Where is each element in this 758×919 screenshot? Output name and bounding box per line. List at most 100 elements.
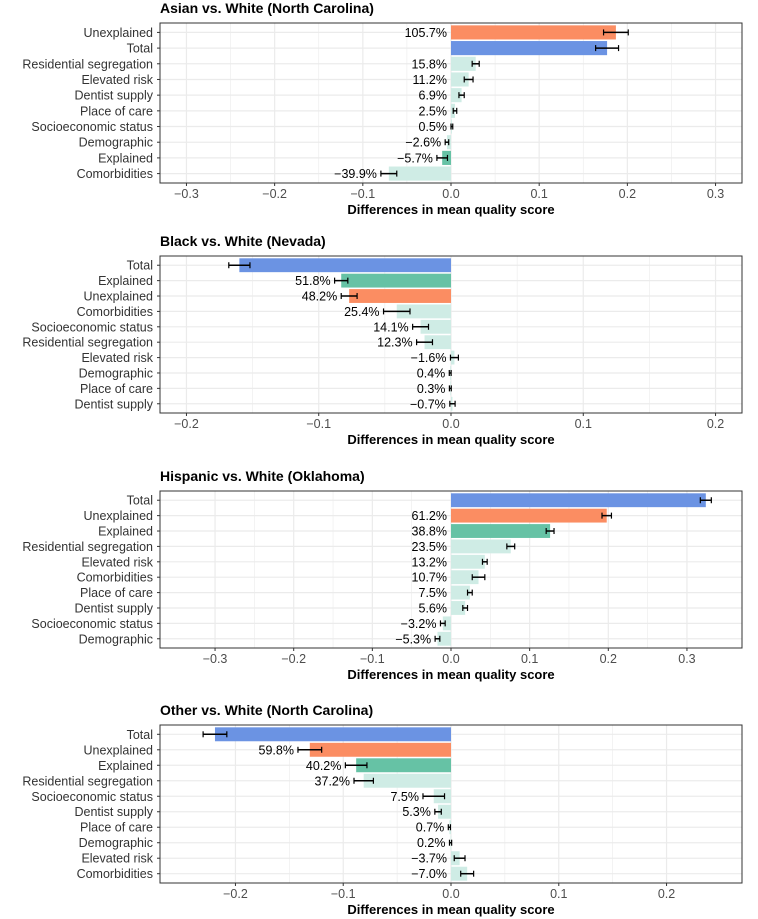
x-tick-label: 0.3 bbox=[707, 187, 724, 201]
bar-comorbidities bbox=[451, 866, 468, 881]
category-label: Unexplained bbox=[84, 509, 154, 523]
x-tick-label: 0.0 bbox=[442, 417, 459, 431]
bar-dentist-supply bbox=[438, 804, 451, 819]
data-label: 37.2% bbox=[315, 774, 350, 788]
x-tick-label: 0.1 bbox=[550, 887, 567, 901]
category-label: Place of care bbox=[80, 382, 153, 396]
category-label: Dentist supply bbox=[74, 601, 153, 615]
bar-residential-segregation bbox=[363, 773, 451, 788]
bar-residential-segregation bbox=[451, 56, 476, 71]
panel-1: Asian vs. White (North Carolina) Unexplai… bbox=[22, 0, 743, 217]
data-label: 6.9% bbox=[419, 89, 448, 103]
data-label: 0.5% bbox=[419, 120, 448, 134]
x-tick-label: −0.2 bbox=[174, 417, 199, 431]
category-label: Place of care bbox=[80, 821, 153, 835]
data-label: 0.2% bbox=[417, 836, 446, 850]
category-label: Comorbidities bbox=[77, 867, 153, 881]
bar-unexplained bbox=[349, 289, 451, 303]
category-label: Total bbox=[127, 494, 153, 508]
panel-title: Hispanic vs. White (Oklahoma) bbox=[160, 468, 365, 484]
category-label: Explained bbox=[98, 759, 153, 773]
bar-residential-segregation bbox=[424, 335, 451, 350]
data-label: 105.7% bbox=[405, 26, 447, 40]
data-label: 0.3% bbox=[417, 382, 446, 396]
data-label: 0.4% bbox=[417, 366, 446, 380]
category-label: Dentist supply bbox=[74, 397, 153, 411]
category-label: Elevated risk bbox=[81, 351, 153, 365]
panel-3: Hispanic vs. White (Oklahoma) TotalUnexpl… bbox=[22, 468, 743, 682]
data-label: 38.8% bbox=[412, 525, 447, 539]
x-tick-label: 0.2 bbox=[600, 652, 617, 666]
category-label: Demographic bbox=[79, 366, 153, 380]
x-axis-label: Differences in mean quality score bbox=[347, 432, 554, 447]
data-label: 25.4% bbox=[344, 305, 379, 319]
category-label: Demographic bbox=[79, 836, 153, 850]
data-label: 11.2% bbox=[412, 73, 447, 87]
category-label: Residential segregation bbox=[22, 336, 153, 350]
category-label: Comorbidities bbox=[77, 167, 153, 181]
bar-unexplained bbox=[451, 25, 616, 40]
x-tick-label: 0.0 bbox=[442, 652, 459, 666]
data-label: 12.3% bbox=[377, 336, 412, 350]
x-axis-label: Differences in mean quality score bbox=[347, 902, 554, 917]
category-label: Residential segregation bbox=[22, 57, 153, 71]
category-label: Place of care bbox=[80, 104, 153, 118]
data-label: 48.2% bbox=[302, 290, 337, 304]
data-label: −3.7% bbox=[411, 852, 447, 866]
category-label: Comorbidities bbox=[77, 571, 153, 585]
bar-total bbox=[451, 41, 608, 56]
category-label: Socioeconomic status bbox=[31, 790, 153, 804]
category-label: Dentist supply bbox=[74, 805, 153, 819]
bar-comorbidities bbox=[396, 304, 451, 319]
bar-demographic bbox=[437, 631, 451, 646]
data-label: −5.7% bbox=[397, 151, 433, 165]
bar-elevated-risk bbox=[451, 72, 469, 87]
x-tick-label: −0.1 bbox=[306, 417, 331, 431]
data-label: 10.7% bbox=[412, 571, 447, 585]
x-tick-label: −0.1 bbox=[331, 887, 356, 901]
category-label: Elevated risk bbox=[81, 555, 153, 569]
data-label: 5.6% bbox=[419, 601, 448, 615]
bar-socioeconomic-status bbox=[442, 616, 451, 631]
data-label: 40.2% bbox=[306, 759, 341, 773]
bar-explained bbox=[451, 524, 551, 538]
x-tick-label: −0.2 bbox=[262, 187, 287, 201]
data-label: 15.8% bbox=[412, 57, 447, 71]
category-label: Unexplained bbox=[84, 743, 154, 757]
data-label: 7.5% bbox=[419, 586, 448, 600]
category-label: Socioeconomic status bbox=[31, 617, 153, 631]
x-tick-label: −0.2 bbox=[281, 652, 306, 666]
x-tick-label: 0.1 bbox=[530, 187, 547, 201]
category-label: Dentist supply bbox=[74, 89, 153, 103]
data-label: 5.3% bbox=[402, 805, 431, 819]
bar-comorbidities bbox=[388, 166, 451, 181]
category-label: Place of care bbox=[80, 586, 153, 600]
panel-title: Other vs. White (North Carolina) bbox=[160, 702, 373, 718]
x-tick-label: −0.2 bbox=[223, 887, 248, 901]
x-tick-label: −0.3 bbox=[174, 187, 199, 201]
bar-unexplained bbox=[309, 742, 451, 757]
bar-comorbidities bbox=[451, 570, 479, 585]
category-label: Unexplained bbox=[84, 26, 154, 40]
x-tick-label: 0.2 bbox=[658, 887, 675, 901]
bar-dentist-supply bbox=[451, 601, 466, 615]
x-tick-label: 0.1 bbox=[575, 417, 592, 431]
category-label: Elevated risk bbox=[81, 73, 153, 87]
bar-explained bbox=[356, 758, 451, 773]
x-tick-label: 0.1 bbox=[521, 652, 538, 666]
category-label: Socioeconomic status bbox=[31, 120, 153, 134]
x-tick-label: 0.2 bbox=[619, 187, 636, 201]
data-label: −0.7% bbox=[410, 397, 446, 411]
data-label: −5.3% bbox=[395, 632, 431, 646]
data-label: 51.8% bbox=[295, 274, 330, 288]
category-label: Explained bbox=[98, 274, 153, 288]
x-axis-label: Differences in mean quality score bbox=[347, 202, 554, 217]
x-tick-label: 0.3 bbox=[678, 652, 695, 666]
x-tick-label: 0.0 bbox=[442, 187, 459, 201]
data-label: 23.5% bbox=[412, 540, 447, 554]
data-label: 13.2% bbox=[412, 555, 447, 569]
x-tick-label: −0.3 bbox=[203, 652, 228, 666]
x-tick-label: −0.1 bbox=[350, 187, 375, 201]
